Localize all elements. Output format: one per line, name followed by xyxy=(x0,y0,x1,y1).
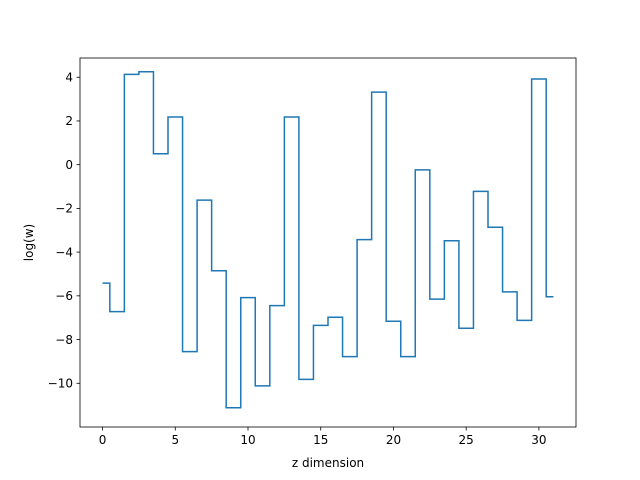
x-tick-label: 20 xyxy=(386,433,401,447)
y-tick-label: 4 xyxy=(65,70,73,84)
x-tick-label: 25 xyxy=(459,433,474,447)
y-tick-label: −6 xyxy=(55,289,73,303)
y-tick-label: −4 xyxy=(55,245,73,259)
x-tick-label: 15 xyxy=(313,433,328,447)
x-tick-label: 0 xyxy=(99,433,107,447)
y-tick-label: −2 xyxy=(55,202,73,216)
x-tick-label: 5 xyxy=(171,433,179,447)
y-tick-label: 2 xyxy=(65,114,73,128)
y-tick-label: −8 xyxy=(55,333,73,347)
x-tick-label: 30 xyxy=(531,433,546,447)
y-tick-label: 0 xyxy=(65,158,73,172)
x-axis-label: z dimension xyxy=(292,456,364,470)
series-step-line xyxy=(102,71,554,409)
y-tick-label: −10 xyxy=(48,376,73,390)
plot-area-frame xyxy=(79,57,577,428)
y-axis-label: log(w) xyxy=(22,224,36,261)
x-tick-label: 10 xyxy=(240,433,255,447)
